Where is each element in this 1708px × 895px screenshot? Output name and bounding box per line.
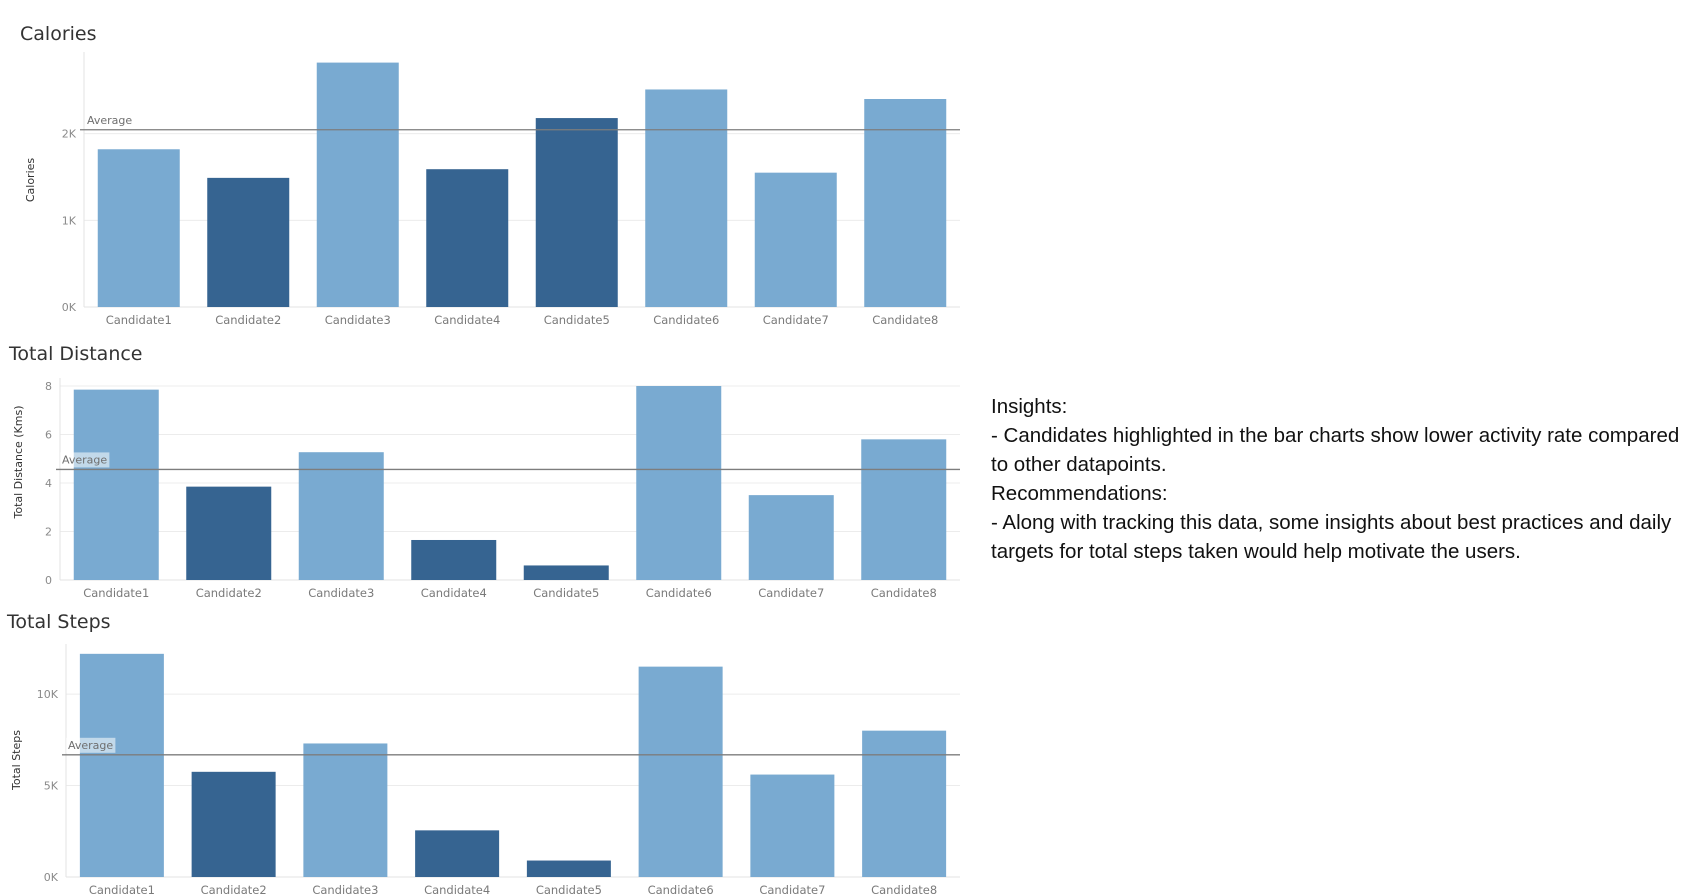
y-tick-label: 5K: [44, 780, 59, 793]
bar-highlighted: [426, 169, 509, 307]
x-tick-label: Candidate3: [308, 586, 374, 600]
bar-highlighted: [415, 830, 500, 877]
y-axis-label: Calories: [24, 158, 37, 203]
recommendation-item: - Along with tracking this data, some in…: [991, 511, 1672, 563]
y-axis-label: Total Distance (Kms): [12, 405, 25, 519]
bar: [73, 389, 159, 580]
chart-title: Total Steps: [6, 611, 111, 633]
average-label-background: [66, 737, 116, 753]
x-tick-label: Candidate5: [544, 313, 610, 327]
bar: [97, 149, 180, 307]
average-label: Average: [68, 739, 113, 752]
x-tick-label: Candidate6: [648, 883, 714, 895]
y-tick-label: 10K: [37, 688, 59, 701]
x-tick-label: Candidate6: [646, 586, 712, 600]
y-tick-label: 2K: [62, 128, 77, 141]
average-label: Average: [87, 114, 132, 127]
x-tick-label: Candidate2: [196, 586, 262, 600]
x-tick-label: Candidate4: [424, 883, 490, 895]
bar: [79, 653, 164, 877]
bar: [861, 439, 947, 580]
x-tick-label: Candidate5: [536, 883, 602, 895]
x-tick-label: Candidate8: [871, 883, 937, 895]
bar: [754, 172, 837, 307]
bar: [862, 730, 947, 877]
bar-highlighted: [523, 565, 609, 580]
y-axis-label: Total Steps: [10, 730, 23, 791]
y-tick-label: 1K: [62, 214, 77, 227]
bar: [316, 62, 399, 307]
y-tick-label: 8: [45, 380, 52, 393]
x-tick-label: Candidate1: [89, 883, 155, 895]
insight-item: - Candidates highlighted in the bar char…: [991, 424, 1680, 476]
bar-highlighted: [535, 118, 618, 307]
y-tick-label: 6: [45, 429, 52, 442]
x-tick-label: Candidate8: [872, 313, 938, 327]
x-tick-label: Candidate7: [758, 586, 824, 600]
x-tick-label: Candidate5: [533, 586, 599, 600]
bar-highlighted: [186, 486, 272, 580]
bar: [636, 386, 722, 580]
recommendations-heading: Recommendations:: [991, 482, 1168, 505]
bar-highlighted: [526, 860, 611, 877]
bar: [638, 666, 723, 877]
average-label: Average: [62, 453, 107, 466]
y-tick-label: 0K: [44, 871, 59, 884]
x-tick-label: Candidate6: [653, 313, 719, 327]
bar: [864, 99, 947, 307]
bar: [750, 774, 835, 877]
chart-title: Calories: [20, 23, 97, 45]
bar: [645, 89, 728, 307]
x-tick-label: Candidate8: [871, 586, 937, 600]
y-tick-label: 4: [45, 477, 52, 490]
y-tick-label: 0: [45, 574, 52, 587]
bar-highlighted: [411, 539, 497, 580]
x-tick-label: Candidate1: [83, 586, 149, 600]
x-tick-label: Candidate3: [312, 883, 378, 895]
x-tick-label: Candidate2: [215, 313, 281, 327]
x-tick-label: Candidate7: [763, 313, 829, 327]
x-tick-label: Candidate4: [421, 586, 487, 600]
bar: [298, 452, 384, 580]
x-tick-label: Candidate1: [106, 313, 172, 327]
y-tick-label: 0K: [62, 301, 77, 314]
chart-title: Total Distance: [8, 343, 143, 365]
bar-highlighted: [191, 771, 276, 877]
y-tick-label: 2: [45, 526, 52, 539]
x-tick-label: Candidate7: [759, 883, 825, 895]
insights-panel: Insights: - Candidates highlighted in th…: [991, 392, 1691, 566]
x-tick-label: Candidate2: [201, 883, 267, 895]
insights-heading: Insights:: [991, 395, 1068, 418]
x-tick-label: Candidate4: [434, 313, 500, 327]
bar: [748, 495, 834, 580]
average-label-background: [60, 452, 110, 468]
bar: [303, 743, 388, 877]
bar-highlighted: [207, 177, 290, 307]
x-tick-label: Candidate3: [325, 313, 391, 327]
